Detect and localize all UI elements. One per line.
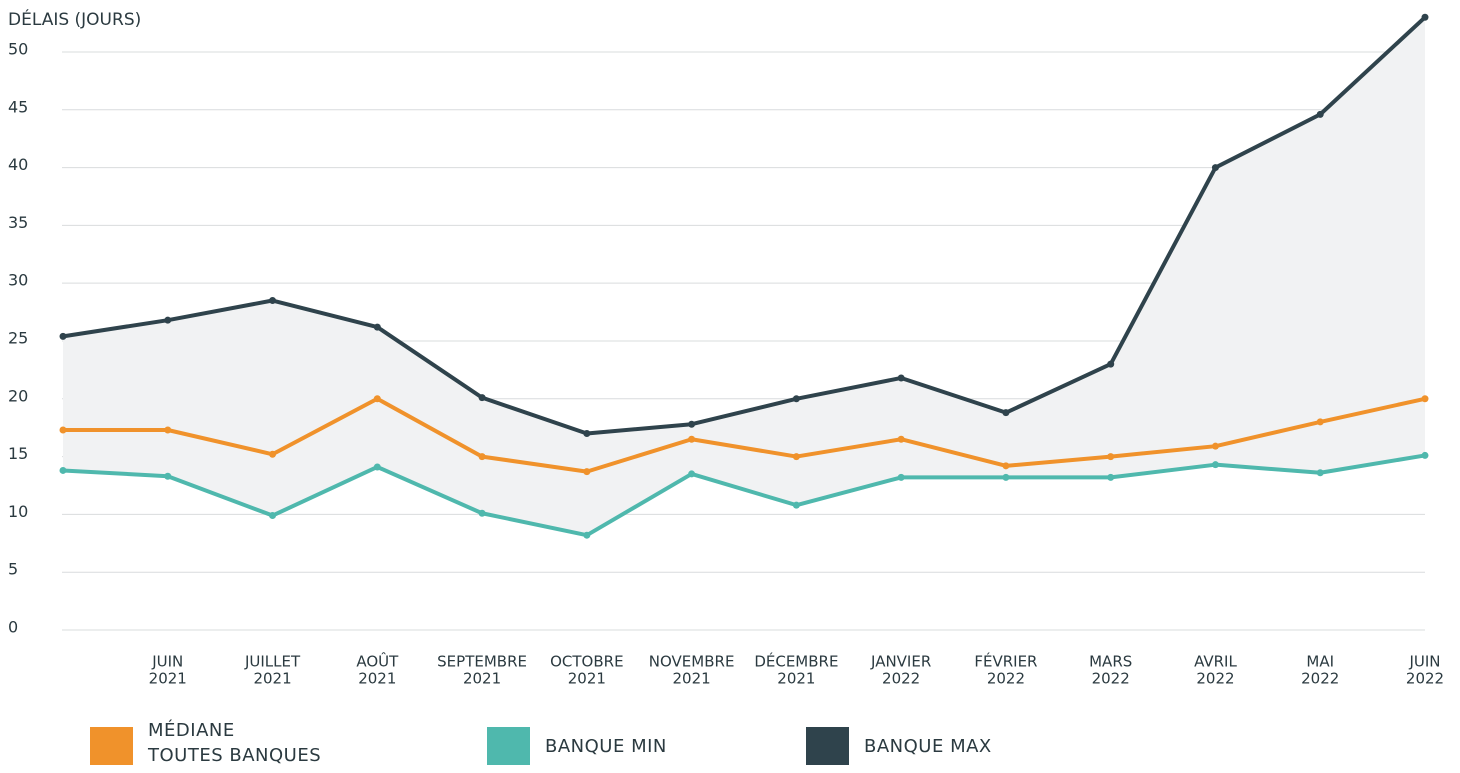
data-point — [1002, 473, 1010, 481]
data-point — [1421, 451, 1429, 459]
y-axis-label: DÉLAIS (JOURS) — [8, 8, 141, 30]
data-point — [688, 470, 696, 478]
data-point — [478, 509, 486, 517]
data-point — [1211, 164, 1219, 172]
legend-item: BANQUE MAX — [806, 718, 992, 765]
data-point — [792, 501, 800, 509]
legend-label: BANQUE MIN — [545, 736, 667, 757]
data-point — [688, 435, 696, 443]
series-line — [62, 453, 1426, 538]
x-tick-label: 2021 — [358, 670, 396, 688]
x-tick-label: 2021 — [568, 670, 606, 688]
x-tick-label: MAI — [1306, 653, 1334, 671]
data-point — [1002, 409, 1010, 417]
x-tick-label: AVRIL — [1194, 653, 1237, 671]
data-point — [59, 426, 67, 434]
x-tick-label: SEPTEMBRE — [437, 653, 527, 671]
y-tick-label: 50 — [8, 39, 28, 58]
data-point — [269, 450, 277, 458]
x-tick-label: 2021 — [463, 670, 501, 688]
x-tick-label: JUILLET — [244, 653, 301, 671]
chart: DÉLAIS (JOURS) 05101520253035404550JUIN2… — [8, 8, 1444, 688]
x-tick-label: 2022 — [987, 670, 1025, 688]
data-point — [583, 531, 591, 539]
x-tick-label: MARS — [1089, 653, 1132, 671]
y-tick-label: 30 — [8, 271, 28, 290]
x-tick-label: 2021 — [253, 670, 291, 688]
x-tick-label: 2021 — [673, 670, 711, 688]
x-tick-label: JUIN — [1408, 653, 1440, 671]
range-area — [63, 17, 1425, 536]
data-point — [269, 297, 277, 305]
data-point — [59, 466, 67, 474]
data-point — [1316, 418, 1324, 426]
data-point — [1107, 360, 1115, 368]
data-point — [792, 395, 800, 403]
legend-label: BANQUE MAX — [864, 736, 992, 757]
y-tick-label: 10 — [8, 502, 28, 521]
x-tick-label: 2022 — [1196, 670, 1234, 688]
x-tick-label: 2021 — [149, 670, 187, 688]
legend-swatch — [487, 727, 530, 765]
data-point — [1211, 442, 1219, 450]
data-point — [792, 453, 800, 461]
legend-swatch — [90, 727, 133, 765]
x-tick-label: OCTOBRE — [550, 653, 623, 671]
legend-swatch — [806, 727, 849, 765]
x-tick-label: FÉVRIER — [974, 652, 1037, 671]
data-point — [897, 374, 905, 382]
data-point — [59, 332, 67, 340]
data-point — [688, 420, 696, 428]
data-point — [373, 463, 381, 471]
y-tick-label: 20 — [8, 386, 28, 405]
legend: MÉDIANE TOUTES BANQUES BANQUE MIN BANQUE M… — [0, 718, 1460, 773]
legend-label: MÉDIANE TOUTES BANQUES — [148, 720, 322, 766]
y-tick-label: 25 — [8, 328, 28, 347]
series-line — [63, 396, 1426, 474]
data-point — [897, 435, 905, 443]
data-point — [1316, 110, 1324, 118]
data-point — [164, 472, 172, 480]
x-tick-label: 2022 — [1301, 670, 1339, 688]
data-point — [583, 468, 591, 476]
data-point — [164, 426, 172, 434]
x-tick-label: 2021 — [777, 670, 815, 688]
data-point — [373, 395, 381, 403]
data-point — [1002, 462, 1010, 470]
data-point — [1421, 395, 1429, 403]
data-point — [164, 316, 172, 324]
x-tick-label: DÉCEMBRE — [754, 652, 838, 671]
data-point — [1316, 469, 1324, 477]
data-point — [1107, 453, 1115, 461]
x-tick-label: 2022 — [1092, 670, 1130, 688]
x-tick-label: JANVIER — [870, 653, 931, 671]
y-tick-label: 5 — [8, 560, 18, 579]
data-point — [1211, 461, 1219, 469]
x-tick-label: AOÛT — [356, 652, 399, 671]
x-tick-label: NOVEMBRE — [649, 653, 735, 671]
y-tick-label: 0 — [8, 618, 18, 637]
x-tick-label: JUIN — [151, 653, 183, 671]
data-point — [1421, 13, 1429, 21]
legend-item: BANQUE MIN — [487, 718, 667, 765]
y-tick-label: 15 — [8, 444, 28, 463]
legend-item: MÉDIANE TOUTES BANQUES — [90, 718, 321, 768]
data-point — [1107, 473, 1115, 481]
data-point — [269, 512, 277, 520]
data-point — [583, 429, 591, 437]
y-tick-label: 40 — [8, 155, 28, 174]
data-point — [478, 453, 486, 461]
data-point — [373, 323, 381, 331]
x-tick-label: 2022 — [882, 670, 920, 688]
y-tick-label: 35 — [8, 213, 28, 232]
data-point — [897, 473, 905, 481]
series-line — [62, 15, 1427, 436]
data-point — [478, 394, 486, 402]
x-tick-label: 2022 — [1406, 670, 1444, 688]
y-tick-label: 45 — [8, 97, 28, 116]
